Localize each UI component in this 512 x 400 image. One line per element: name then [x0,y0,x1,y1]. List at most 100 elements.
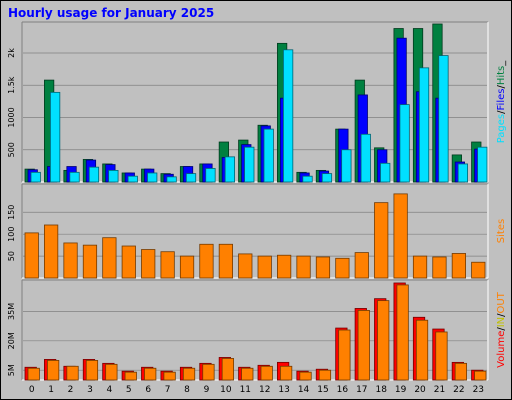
bar-pages-3 [88,166,100,183]
bar-sites-22 [451,253,466,279]
bar-sites-0 [24,232,39,279]
bar-out-1 [47,359,60,381]
y-axis-label-part: Hits [496,66,507,85]
bar-pages-22 [457,163,468,183]
panel-sites: 50 100 150 Sites [7,183,507,279]
y-axis-label-volume: Volume/IN/OUT [496,291,507,368]
x-tick-label-8: 8 [184,385,190,395]
x-tick-label-11: 11 [240,385,251,395]
y-axis-label-part: Volume [496,331,507,368]
bar-out-4 [105,363,118,381]
x-axis: 0 1 2 3 4 5 6 7 8 9 10 11 12 13 14 15 16 17 18 19 20 21 22 23 [29,385,484,395]
bar-out-16 [338,329,351,381]
bar-out-18 [377,300,390,381]
y-axis-label-part: / [496,110,507,114]
bar-sites-9 [199,243,214,279]
bar-pages-5 [127,175,138,183]
bar-pages-13 [283,49,294,183]
x-tick-label-3: 3 [87,385,93,395]
bar-pages-18 [380,162,391,183]
x-tick-label-10: 10 [220,385,232,395]
x-tick-label-12: 12 [259,385,270,395]
bar-sites-21 [432,256,447,279]
plot-area [22,22,488,182]
bar-sites-12 [257,255,272,279]
bar-out-13 [280,365,293,381]
bar-sites-6 [141,249,156,279]
bar-out-12 [260,365,273,381]
y-axis-label-usage: Pages/Files/Hits_ [496,60,507,144]
bar-sites-13 [277,254,292,279]
x-tick-label-1: 1 [48,385,54,395]
y-tick-label: 35M [7,303,16,320]
x-tick-label-16: 16 [337,385,349,395]
bar-pages-11 [244,146,255,183]
bar-sites-23 [471,261,486,279]
x-tick-label-2: 2 [68,385,74,395]
bar-sites-18 [374,202,389,279]
bar-sites-3 [82,244,98,279]
y-tick-label: 50 [7,251,16,261]
y-tick-label: 1.5k [7,76,16,94]
bar-out-23 [474,370,487,381]
y-axis-label-part: / [496,313,507,317]
x-tick-label-17: 17 [356,385,367,395]
bar-sites-8 [179,255,195,279]
x-tick-label-5: 5 [126,385,132,395]
y-axis-label-part: _ [496,60,507,67]
bar-pages-12 [263,128,274,183]
bar-pages-14 [302,175,313,183]
y-tick-label: 20M [7,332,16,349]
bar-pages-1 [50,91,61,183]
bar-sites-16 [335,257,350,279]
y-axis-label-part: / [496,85,507,89]
bar-out-21 [435,331,448,381]
bar-pages-4 [108,169,119,183]
y-axis-label-part: OUT [496,291,507,313]
chart-title: Hourly usage for January 2025 [8,6,214,20]
bar-sites-17 [354,252,369,279]
y-axis-label-part: Files [496,89,507,111]
y-axis-label-part: IN [496,317,507,327]
bar-out-19 [396,284,409,381]
x-tick-label-19: 19 [395,385,407,395]
bar-sites-11 [238,253,253,279]
x-tick-label-7: 7 [165,385,171,395]
bar-out-8 [182,367,196,381]
bar-pages-15 [321,173,333,183]
bar-out-0 [27,367,40,381]
plot-area [22,184,488,278]
bar-out-14 [299,371,312,381]
bar-sites-19 [393,193,408,279]
x-tick-label-22: 22 [453,385,464,395]
y-axis-label-part: Pages [496,114,507,143]
bar-pages-23 [477,146,488,183]
bar-out-15 [318,369,332,381]
bar-pages-9 [205,168,216,183]
bar-sites-7 [160,251,175,279]
bar-sites-4 [102,237,117,279]
bar-pages-17 [360,133,371,183]
bar-pages-21 [438,55,449,183]
bar-sites-15 [315,256,331,279]
bar-out-10 [221,358,234,381]
bar-pages-2 [69,171,80,183]
y-tick-label: 5M [7,364,16,376]
bar-out-9 [202,363,215,381]
y-tick-label: 100 [7,227,16,242]
bar-out-3 [85,359,99,381]
y-tick-label: 500 [7,142,16,157]
bar-out-22 [454,362,467,381]
y-tick-label: 2k [7,48,16,58]
x-tick-label-18: 18 [375,385,387,395]
x-tick-label-9: 9 [204,385,210,395]
y-axis-label-sites: Sites [496,219,507,243]
bar-out-20 [415,319,429,381]
chart-panels: 50010001.5k2kPages/Files/Hits_50100150Si… [7,21,507,381]
bar-pages-0 [30,171,41,183]
bar-out-17 [357,310,370,381]
bar-sites-20 [412,255,428,279]
